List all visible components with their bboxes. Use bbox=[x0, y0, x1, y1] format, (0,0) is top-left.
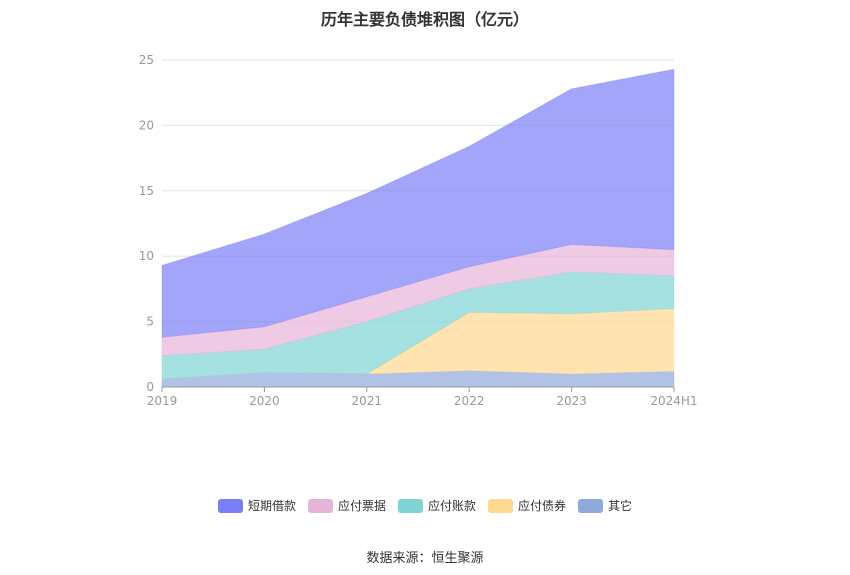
legend-label: 短期借款 bbox=[247, 499, 296, 513]
chart-title: 历年主要负债堆积图（亿元） bbox=[320, 10, 529, 29]
y-tick-label: 25 bbox=[139, 53, 154, 67]
axes: 0 5 10 15 20 25 2019 2020 2021 2022 2023 2024H1 bbox=[139, 53, 698, 408]
legend-label: 应付债券 bbox=[518, 499, 567, 513]
legend-swatch bbox=[307, 498, 333, 513]
legend-label: 应付票据 bbox=[337, 499, 386, 513]
legend-item[interactable]: 应付账款 bbox=[397, 497, 476, 514]
y-tick-label: 5 bbox=[146, 315, 154, 329]
legend-item[interactable]: 应付票据 bbox=[307, 497, 386, 514]
legend-label: 其它 bbox=[608, 499, 633, 513]
area-series-4 bbox=[161, 68, 675, 338]
x-tick-label: 2020 bbox=[249, 394, 280, 408]
legend-item[interactable]: 短期借款 bbox=[217, 497, 296, 514]
legend-swatch bbox=[397, 498, 423, 513]
legend-item[interactable]: 其它 bbox=[578, 497, 632, 514]
x-tick-label: 2023 bbox=[556, 394, 587, 408]
data-source: 数据来源：恒生聚源 bbox=[366, 551, 484, 566]
y-tick-label: 20 bbox=[139, 118, 154, 132]
area-series bbox=[161, 68, 675, 388]
legend-swatch bbox=[488, 498, 513, 513]
x-tick-label: 2022 bbox=[454, 394, 485, 408]
legend-swatch bbox=[578, 498, 604, 513]
legend-swatch bbox=[217, 498, 243, 513]
y-tick-label: 10 bbox=[139, 249, 154, 263]
x-tick-label: 2019 bbox=[147, 394, 178, 408]
legend-label: 应付账款 bbox=[427, 499, 476, 513]
legend-item[interactable]: 应付债券 bbox=[488, 497, 566, 514]
y-tick-label: 0 bbox=[146, 380, 154, 394]
legend: 短期借款 应付票据 应付账款 应付债券 其它 bbox=[0, 497, 850, 514]
x-tick-label: 2021 bbox=[352, 394, 383, 408]
y-tick-label: 15 bbox=[139, 184, 154, 198]
x-tick-label: 2024H1 bbox=[650, 394, 697, 408]
